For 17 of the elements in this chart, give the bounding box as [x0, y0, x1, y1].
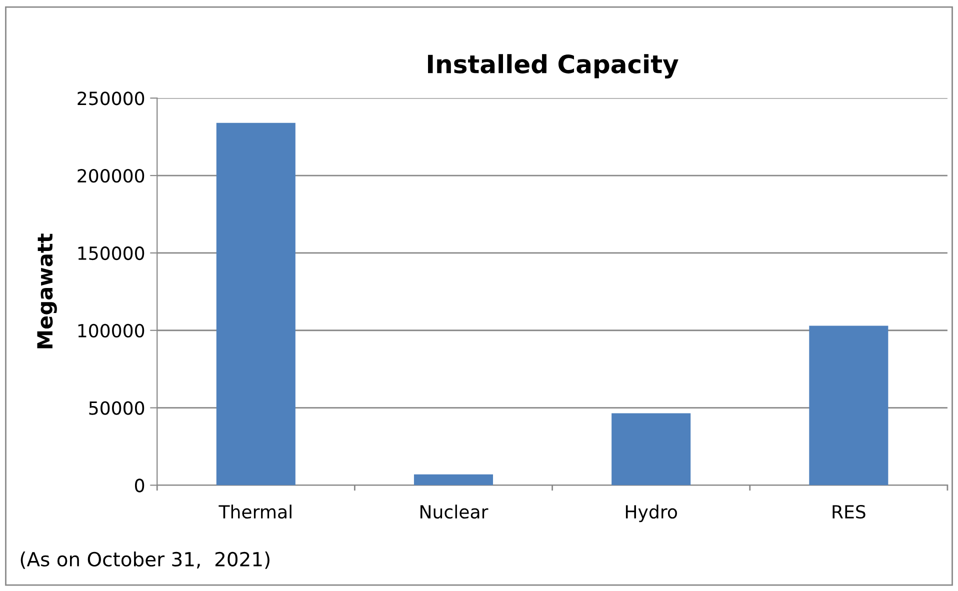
x-tick-label: Thermal [218, 504, 292, 519]
x-tick-label: Nuclear [420, 504, 488, 519]
x-tick-label: RES [832, 504, 866, 519]
text: (As on October 31, 2021) [20, 551, 270, 569]
y-tick-label: 100000 [78, 324, 144, 338]
chart-title: Installed Capacity [428, 54, 678, 78]
x-tick-label: Hydro [626, 504, 677, 522]
bar [216, 122, 296, 486]
y-axis-title: Megawatt [37, 234, 57, 348]
bar [414, 474, 494, 486]
y-tick-label: 250000 [78, 92, 144, 106]
y-tick-label: 150000 [78, 246, 144, 260]
y-tick-label: 0 [135, 478, 144, 492]
bar [809, 326, 888, 486]
bar [612, 413, 691, 486]
y-tick-label: 200000 [78, 168, 144, 183]
y-tick-label: 50000 [89, 401, 144, 415]
